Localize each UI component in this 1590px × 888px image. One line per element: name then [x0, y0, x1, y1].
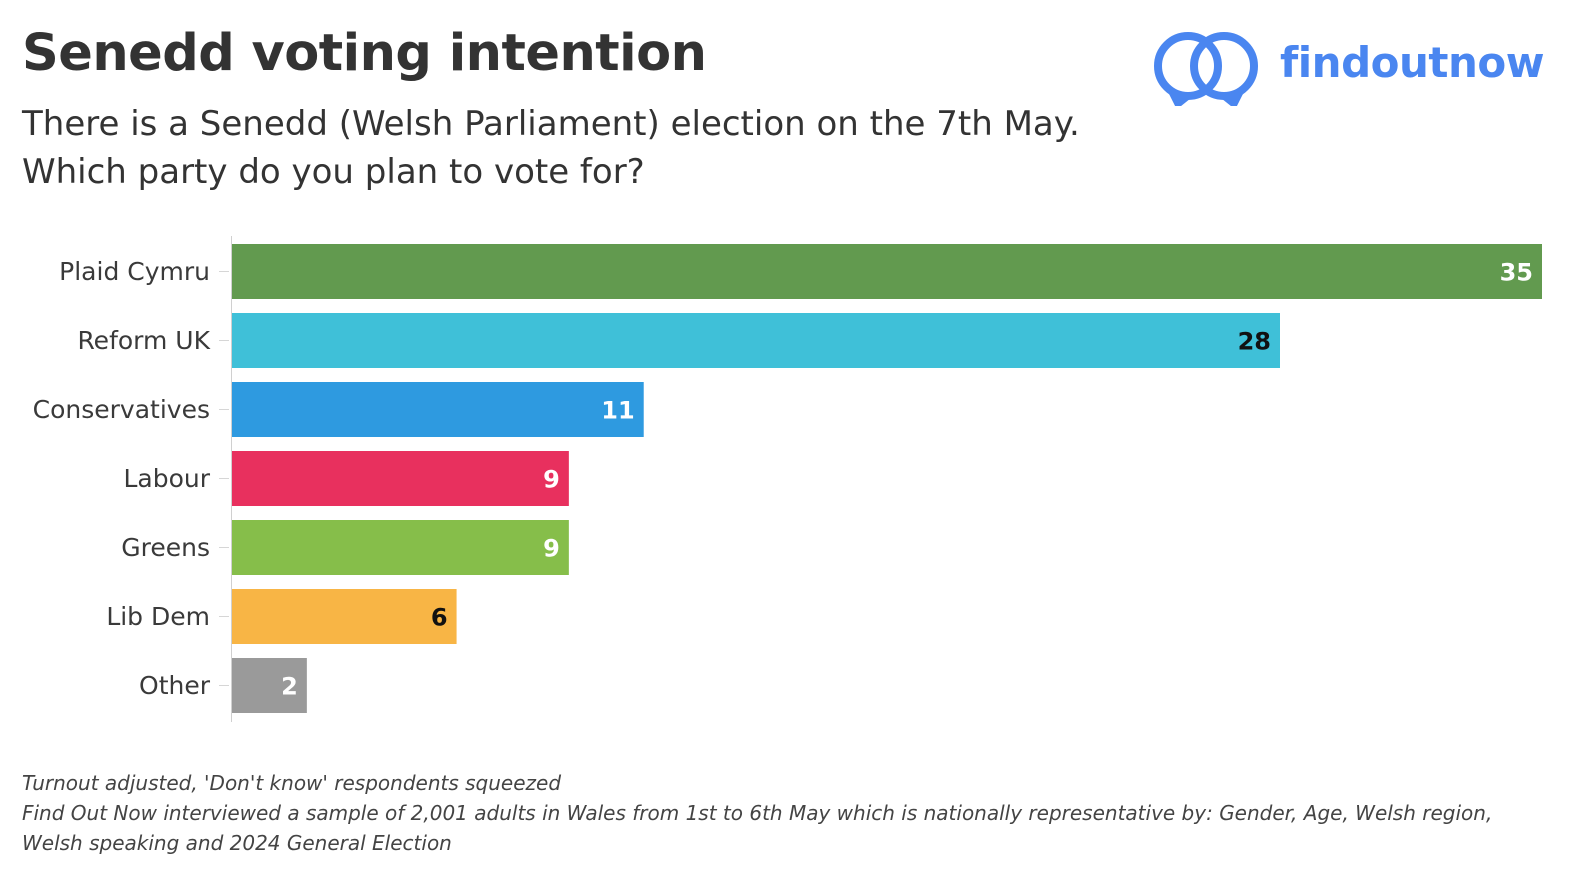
bar-conservatives — [232, 382, 644, 437]
bar-labour — [232, 451, 569, 506]
chart-title: Senedd voting intention — [22, 24, 707, 83]
category-label: Conservatives — [33, 395, 210, 424]
category-label: Plaid Cymru — [59, 257, 210, 286]
category-label: Labour — [123, 464, 210, 493]
data-label: 9 — [543, 466, 560, 494]
category-label: Greens — [121, 533, 210, 562]
brand-logo: findoutnow — [1152, 30, 1545, 106]
bar-greens — [232, 520, 569, 575]
bar-other — [232, 658, 307, 713]
category-label: Reform UK — [77, 326, 210, 355]
chart-subtitle: There is a Senedd (Welsh Parliament) ele… — [22, 104, 1080, 192]
data-label: 9 — [543, 535, 560, 563]
category-label: Lib Dem — [106, 602, 210, 631]
bar-plaid-cymru — [232, 244, 1542, 299]
data-label: 11 — [601, 397, 634, 425]
chart-footnotes: Turnout adjusted, 'Don't know' responden… — [22, 768, 1542, 858]
brand-name: findoutnow — [1280, 38, 1545, 87]
footnote-sample: Find Out Now interviewed a sample of 2,0… — [22, 801, 1493, 855]
data-label: 6 — [431, 604, 448, 632]
findoutnow-logo-icon — [1154, 32, 1258, 106]
data-label: 2 — [281, 673, 298, 701]
footnote-method: Turnout adjusted, 'Don't know' responden… — [22, 771, 562, 795]
bar-reform-uk — [232, 313, 1280, 368]
category-label: Other — [139, 671, 211, 700]
bar-lib-dem — [232, 589, 457, 644]
data-label: 35 — [1500, 259, 1533, 287]
bar-chart: Plaid Cymru 35 Reform UK 28 Conservatives 11 L… — [33, 236, 1542, 722]
data-label: 28 — [1238, 328, 1271, 356]
